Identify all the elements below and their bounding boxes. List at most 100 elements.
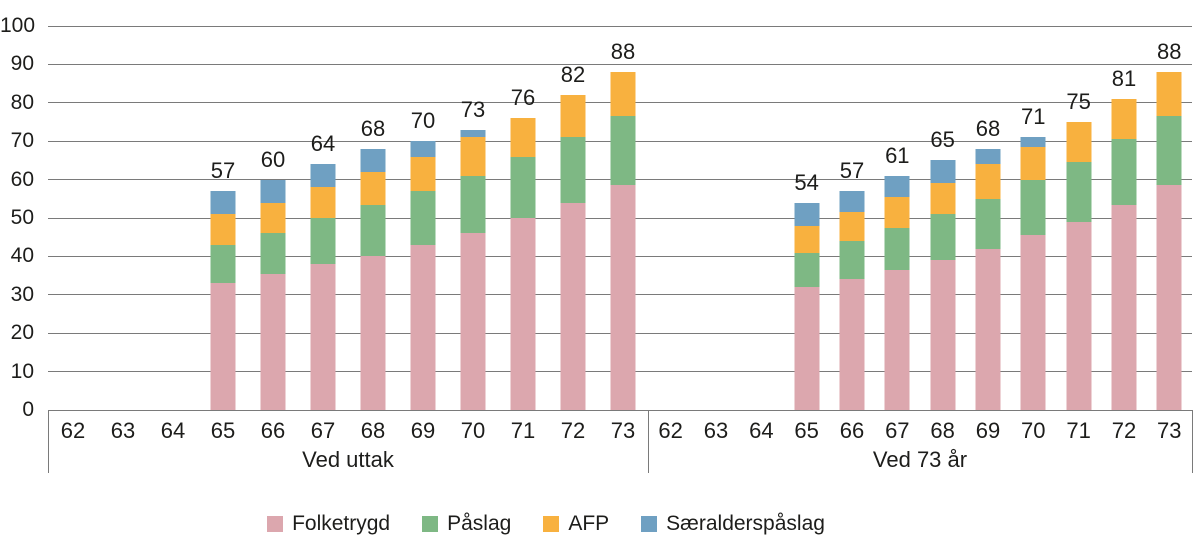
- bar-stack: [1156, 72, 1182, 410]
- bar-slot: 65: [920, 26, 965, 410]
- bar-segment-Folketrygd: [884, 269, 910, 410]
- y-tick-label-70: 70: [10, 129, 34, 153]
- x-tick-label: 63: [703, 418, 729, 443]
- y-tick-label-20: 20: [10, 321, 34, 345]
- bar-slot: 57: [829, 26, 874, 410]
- bar-slot: 81: [1101, 26, 1146, 410]
- bar-slot: [693, 26, 738, 410]
- bar-segment-AFP: [1156, 72, 1182, 117]
- x-axis: 62 63 64 65 66 67 68 69 70 71 72 73 Ved uttak 62 63 64 6…: [48, 410, 1192, 474]
- bar-slot: [648, 26, 693, 410]
- bar-stack: [1020, 137, 1046, 410]
- bar-stack: [1066, 122, 1092, 410]
- y-tick-label-40: 40: [10, 244, 34, 268]
- bar-segment-Særalderspåslag: [975, 148, 1001, 165]
- bar-stack: [794, 202, 820, 410]
- bar-value-label: 70: [410, 108, 436, 134]
- y-tick-label-0: 0: [22, 398, 34, 421]
- bar-segment-Særalderspåslag: [460, 129, 486, 138]
- x-axis-group-2: 62 63 64 65 66 67 68 69 70 71 72 73 Ved 73 år: [648, 410, 1192, 474]
- bar-slot: [739, 26, 784, 410]
- bar-slot: 70: [398, 26, 448, 410]
- bar-segment-Folketrygd: [510, 218, 536, 410]
- x-tick-label: 70: [460, 418, 486, 443]
- bar-segment-Særalderspåslag: [260, 179, 286, 203]
- bar-value-label: 61: [885, 142, 910, 168]
- legend-swatch-Folketrygd: [267, 516, 284, 532]
- x-tick-label: 65: [210, 418, 236, 443]
- x-axis-group-1: 62 63 64 65 66 67 68 69 70 71 72 73 Ved uttak: [48, 410, 648, 474]
- bar-stack: [260, 179, 286, 410]
- y-tick-label-10: 10: [10, 359, 34, 383]
- x-tick-row: 62 63 64 65 66 67 68 69 70 71 72 73: [48, 410, 648, 443]
- x-tick-label: 67: [310, 418, 336, 443]
- bar-segment-AFP: [839, 212, 865, 242]
- bar-stack: [510, 118, 536, 410]
- bar-segment-Folketrygd: [839, 279, 865, 410]
- bar-segment-AFP: [884, 196, 910, 228]
- bar-value-label: 88: [610, 39, 636, 65]
- bar-value-label: 54: [794, 169, 819, 195]
- bar-segment-Folketrygd: [975, 248, 1001, 410]
- bar-segment-Folketrygd: [930, 260, 956, 410]
- bar-value-label: 57: [210, 158, 236, 184]
- bar-segment-AFP: [560, 95, 586, 138]
- bar-segment-Særalderspåslag: [884, 175, 910, 197]
- bar-value-label: 82: [560, 62, 586, 88]
- bar-segment-Folketrygd: [560, 202, 586, 410]
- legend-label: Særalderspåslag: [666, 512, 825, 535]
- bar-stack: [310, 164, 336, 410]
- bar-slot: 61: [875, 26, 920, 410]
- x-tick-label: 63: [110, 418, 136, 443]
- bar-segment-Særalderspåslag: [310, 164, 336, 188]
- gridline-90: [48, 63, 1192, 65]
- legend-label: Påslag: [447, 512, 512, 535]
- bar-segment-Folketrygd: [410, 244, 436, 410]
- bar-segment-AFP: [310, 187, 336, 219]
- legend-item: Folketrygd: [267, 513, 390, 535]
- legend-item: Påslag: [422, 513, 511, 535]
- bar-segment-AFP: [460, 137, 486, 176]
- bar-value-label: 75: [1066, 89, 1091, 114]
- bar-group-2: 54 57 61 65 68 71 75 81 88: [648, 26, 1192, 410]
- bar-segment-Folketrygd: [310, 264, 336, 410]
- bar-stack: [560, 95, 586, 410]
- axis-separator-1: [47, 410, 49, 473]
- legend-swatch-Særalderspåslag: [641, 516, 658, 532]
- bar-slot: 57: [198, 26, 248, 410]
- x-tick-label: 66: [839, 418, 865, 443]
- bar-value-label: 64: [310, 131, 336, 157]
- bar-segment-Folketrygd: [260, 273, 286, 410]
- bar-segment-Påslag: [1156, 116, 1182, 186]
- bar-stack: [610, 72, 636, 410]
- legend-swatch-AFP: [543, 516, 560, 532]
- x-tick-label: 70: [1021, 418, 1046, 443]
- gridline-100: [48, 25, 1192, 27]
- bar-segment-Påslag: [1066, 162, 1092, 222]
- bar-segment-AFP: [1020, 146, 1046, 180]
- bar-value-label: 68: [975, 115, 1001, 141]
- bar-segment-Påslag: [930, 214, 956, 261]
- bar-stack: [460, 129, 486, 410]
- bar-segment-Folketrygd: [1020, 235, 1046, 410]
- bar-value-label: 68: [360, 115, 386, 141]
- bar-slot: 82: [548, 26, 598, 410]
- bar-segment-Folketrygd: [210, 283, 236, 410]
- legend-swatch-Påslag: [422, 516, 439, 532]
- bar-segment-AFP: [360, 171, 386, 205]
- bar-segment-AFP: [210, 214, 236, 245]
- bar-value-label: 71: [1021, 104, 1046, 130]
- bar-segment-Særalderspåslag: [360, 148, 386, 172]
- legend-item: AFP: [543, 513, 609, 535]
- bar-segment-Særalderspåslag: [794, 202, 820, 226]
- bar-value-label: 73: [460, 96, 486, 122]
- x-tick-label: 68: [930, 418, 955, 443]
- bar-slot: 64: [298, 26, 348, 410]
- bar-stack: [210, 191, 236, 410]
- bar-slot: 76: [498, 26, 548, 410]
- bar-slot: 54: [784, 26, 829, 410]
- bar-segment-Påslag: [839, 241, 865, 280]
- bar-stack: [410, 141, 436, 410]
- bar-segment-Påslag: [560, 137, 586, 203]
